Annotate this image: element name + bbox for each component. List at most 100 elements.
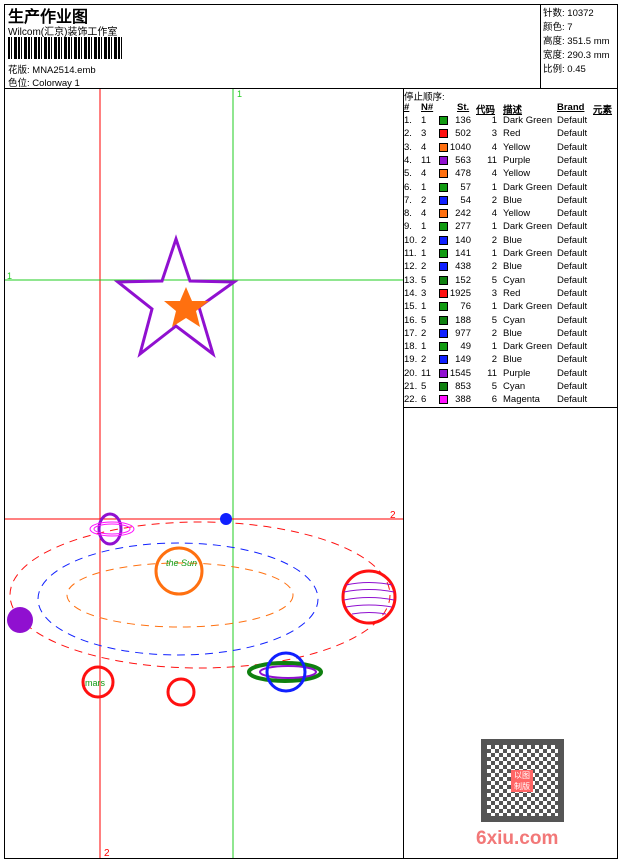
brand: Default: [557, 287, 588, 299]
needle-number: 2: [421, 354, 427, 366]
guide-label: 1: [237, 89, 242, 99]
needle-number: 3: [421, 287, 427, 299]
design-label: 花版:: [8, 65, 30, 76]
saturn-planet: [247, 651, 323, 693]
row-number: 22.: [404, 394, 418, 406]
info-label: 颜色:: [543, 22, 565, 33]
color-swatch: [439, 328, 448, 338]
color-description: Yellow: [503, 141, 531, 153]
stitch-count: 76: [460, 301, 471, 313]
table-row: 13. 5 152 5 Cyan Default: [404, 275, 616, 288]
color-code: 1: [491, 115, 497, 126]
color-description: Blue: [503, 194, 523, 206]
row-number: 10.: [404, 234, 418, 246]
needle-number: 2: [421, 261, 427, 273]
stitch-count: 1545: [449, 367, 471, 379]
table-row: 19. 2 149 2 Blue Default: [404, 354, 616, 367]
needle-number: 3: [421, 128, 427, 140]
row-number: 20.: [404, 367, 418, 379]
needle-number: 4: [421, 141, 427, 153]
needle-number: 11: [421, 154, 431, 166]
color-code: 1: [491, 248, 497, 259]
brand: Default: [557, 354, 588, 366]
sun-planet: [154, 546, 204, 596]
color-code: 11: [487, 154, 497, 166]
info-item: 比例: 0.45: [543, 61, 586, 75]
colorway-label: 色位:: [8, 78, 30, 89]
row-number: 14.: [404, 287, 418, 299]
table-row: 2. 3 502 3 Red Default: [404, 128, 616, 141]
guide-label: 2: [390, 510, 396, 521]
color-swatch: [439, 315, 448, 325]
table-row: 7. 2 54 2 Blue Default: [404, 195, 616, 208]
info-label: 针数:: [543, 8, 565, 19]
sun-label: the Sun: [166, 558, 197, 568]
stitch-count: 388: [455, 394, 471, 406]
design-file: 花版: MNA2514.emb: [8, 62, 96, 76]
color-code: 5: [491, 274, 497, 286]
solar-system-design: [9, 521, 391, 669]
row-number: 8.: [404, 208, 412, 220]
col-header: #: [404, 102, 410, 113]
color-description: Blue: [503, 234, 523, 246]
info-item: 高度: 351.5 mm: [543, 33, 610, 47]
brand: Default: [557, 208, 588, 220]
col-header: Brand: [557, 102, 585, 113]
color-swatch: [439, 275, 448, 285]
stitch-count: 49: [460, 341, 471, 353]
color-code: 2: [491, 354, 497, 366]
needle-number: 1: [421, 341, 427, 353]
needle-number: 5: [421, 314, 427, 326]
row-number: 13.: [404, 274, 418, 286]
stitch-count: 141: [455, 248, 471, 259]
divider: [403, 407, 618, 408]
uranus-planet: [89, 512, 135, 546]
table-row: 6. 1 57 1 Dark Green Default: [404, 182, 616, 195]
table-row: 17. 2 977 2 Blue Default: [404, 328, 616, 341]
worksheet-frame: [4, 4, 618, 859]
color-code: 1: [491, 221, 497, 233]
brand: Default: [557, 314, 588, 326]
color-code: 3: [491, 287, 497, 299]
color-description: Purple: [503, 367, 531, 379]
row-number: 17.: [404, 327, 418, 339]
needle-number: 6: [421, 394, 427, 406]
info-value: 351.5 mm: [567, 36, 610, 47]
color-swatch: [439, 169, 448, 179]
table-row: 21. 5 853 5 Cyan Default: [404, 381, 616, 394]
table-row: 11. 1 141 1 Dark Green Default: [404, 248, 616, 261]
color-swatch: [439, 235, 448, 245]
needle-number: 11: [421, 367, 431, 379]
needle-number: 2: [421, 327, 427, 339]
color-swatch: [439, 368, 448, 378]
color-code: 6: [491, 394, 497, 406]
color-code: 3: [491, 128, 497, 140]
color-swatch: [439, 142, 448, 152]
stitch-count: 478: [455, 168, 471, 180]
jupiter-planet: [341, 569, 397, 625]
brand: Default: [557, 115, 588, 126]
brand: Default: [557, 128, 588, 140]
color-description: Cyan: [503, 274, 526, 286]
col-header: N#: [421, 102, 434, 113]
color-description: Dark Green: [503, 248, 553, 259]
brand: Default: [557, 234, 588, 246]
color-swatch: [439, 195, 448, 205]
color-code: 1: [491, 341, 497, 353]
info-label: 比例:: [543, 64, 565, 75]
row-number: 7.: [404, 194, 412, 206]
stitch-count: 563: [455, 154, 471, 166]
brand: Default: [557, 261, 588, 273]
row-number: 4.: [404, 154, 412, 166]
stitch-count: 57: [460, 181, 471, 193]
table-row: 14. 3 1925 3 Red Default: [404, 288, 616, 301]
stitch-count: 277: [455, 221, 471, 233]
table-row: 18. 1 49 1 Dark Green Default: [404, 341, 616, 354]
table-row: 22. 6 388 6 Magenta Default: [404, 394, 616, 407]
needle-number: 1: [421, 181, 427, 193]
brand: Default: [557, 194, 588, 206]
color-swatch: [439, 155, 448, 165]
info-value: 0.45: [567, 64, 586, 75]
brand: Default: [557, 248, 588, 259]
